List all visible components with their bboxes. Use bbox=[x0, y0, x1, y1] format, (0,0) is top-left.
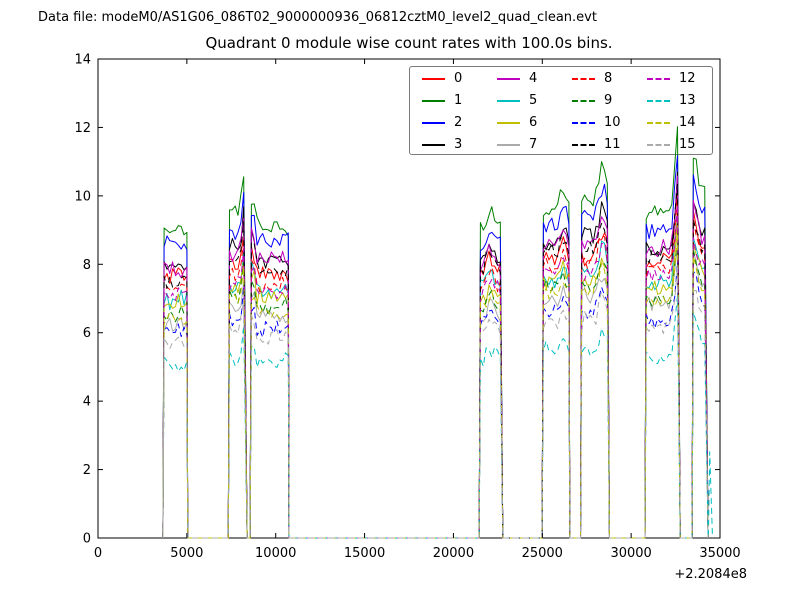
legend-line-sample-4 bbox=[497, 78, 520, 80]
series-line-8 bbox=[162, 192, 709, 539]
x-tick-label: 30000 bbox=[610, 546, 651, 561]
series-line-5 bbox=[162, 218, 709, 539]
series-line-10 bbox=[162, 261, 709, 539]
legend-label-14: 14 bbox=[679, 115, 696, 130]
y-tick-label: 2 bbox=[83, 463, 91, 478]
legend-line-sample-15 bbox=[647, 144, 670, 146]
x-tick-label: 10000 bbox=[255, 546, 296, 561]
series-line-11 bbox=[162, 183, 709, 539]
series-line-13 bbox=[162, 295, 713, 539]
y-tick-label: 12 bbox=[74, 121, 91, 136]
legend-line-sample-13 bbox=[647, 100, 670, 102]
x-tick-label: 0 bbox=[94, 546, 102, 561]
series-line-0 bbox=[162, 189, 709, 539]
series-line-4 bbox=[162, 175, 709, 539]
legend-label-2: 2 bbox=[454, 115, 463, 130]
legend-line-sample-3 bbox=[422, 144, 445, 146]
legend-line-sample-1 bbox=[422, 100, 445, 102]
x-axis-offset-label: +2.2084e8 bbox=[674, 567, 747, 582]
legend-line-sample-6 bbox=[497, 122, 520, 124]
y-tick-label: 0 bbox=[83, 532, 91, 547]
series-line-7 bbox=[162, 245, 709, 539]
legend-label-0: 0 bbox=[454, 71, 463, 86]
legend-line-sample-7 bbox=[497, 144, 520, 146]
series-line-3 bbox=[162, 171, 709, 539]
legend-line-sample-14 bbox=[647, 122, 670, 124]
x-tick-label: 35000 bbox=[699, 546, 740, 561]
legend-label-6: 6 bbox=[529, 115, 538, 130]
y-tick-label: 14 bbox=[74, 53, 91, 68]
x-tick-label: 15000 bbox=[344, 546, 385, 561]
legend-line-sample-0 bbox=[422, 78, 445, 80]
legend-label-13: 13 bbox=[679, 93, 696, 108]
legend-label-3: 3 bbox=[454, 137, 463, 152]
series-line-15 bbox=[162, 265, 709, 539]
y-tick-label: 8 bbox=[83, 258, 91, 273]
legend-label-11: 11 bbox=[604, 137, 621, 152]
series-line-9 bbox=[162, 242, 709, 539]
legend-line-sample-12 bbox=[647, 78, 670, 80]
legend-label-1: 1 bbox=[454, 93, 463, 108]
legend-label-4: 4 bbox=[529, 71, 538, 86]
legend-line-sample-2 bbox=[422, 122, 445, 124]
legend-line-sample-8 bbox=[572, 78, 595, 80]
series-line-14 bbox=[162, 233, 709, 539]
legend-label-12: 12 bbox=[679, 71, 696, 86]
legend-label-15: 15 bbox=[679, 137, 696, 152]
legend-label-10: 10 bbox=[604, 115, 621, 130]
legend-label-7: 7 bbox=[529, 137, 538, 152]
series-line-12 bbox=[162, 204, 709, 539]
series-line-6 bbox=[162, 218, 709, 539]
legend-line-sample-10 bbox=[572, 122, 595, 124]
chart-title: Quadrant 0 module wise count rates with … bbox=[205, 34, 613, 52]
x-tick-label: 25000 bbox=[522, 546, 563, 561]
x-tick-label: 20000 bbox=[433, 546, 474, 561]
y-tick-label: 4 bbox=[83, 395, 91, 410]
legend-line-sample-11 bbox=[572, 144, 595, 146]
y-tick-label: 10 bbox=[74, 189, 91, 204]
y-tick-label: 6 bbox=[83, 326, 91, 341]
series-line-2 bbox=[162, 155, 709, 539]
legend: 0 1 2 3 4 5 6 7 8 9 10 11 12 13 14 15 bbox=[409, 66, 713, 155]
legend-line-sample-9 bbox=[572, 100, 595, 102]
legend-line-sample-5 bbox=[497, 100, 520, 102]
data-file-label: Data file: modeM0/AS1G06_086T02_90000009… bbox=[38, 10, 597, 25]
legend-label-8: 8 bbox=[604, 71, 613, 86]
x-tick-label: 5000 bbox=[170, 546, 203, 561]
legend-label-5: 5 bbox=[529, 93, 538, 108]
legend-label-9: 9 bbox=[604, 93, 613, 108]
series-line-1 bbox=[162, 126, 709, 539]
